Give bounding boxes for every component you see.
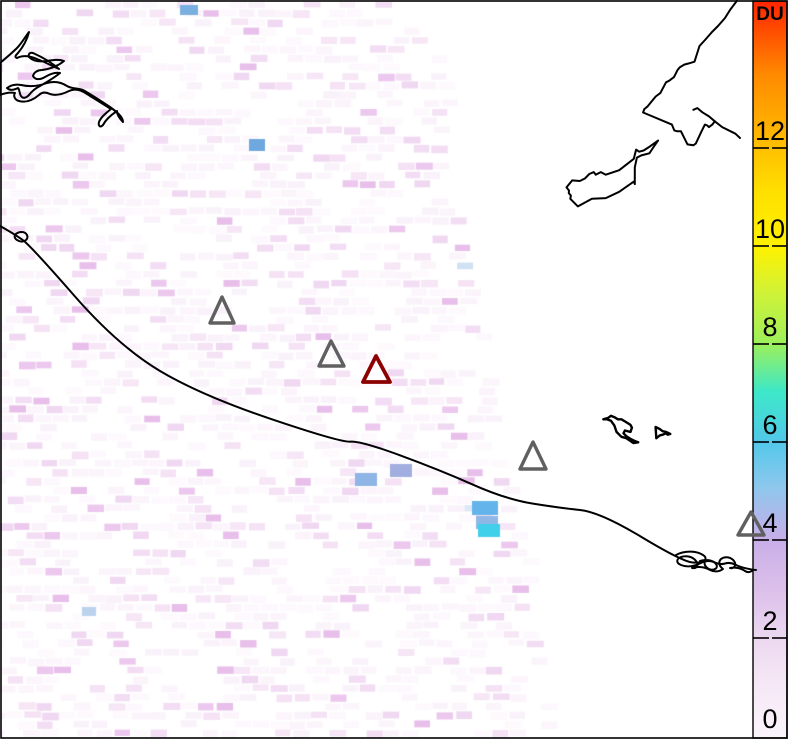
svg-text:0: 0 <box>762 704 777 734</box>
svg-text:12: 12 <box>755 116 785 146</box>
svg-text:DU: DU <box>756 4 783 25</box>
svg-text:8: 8 <box>762 312 777 342</box>
svg-text:6: 6 <box>762 410 777 440</box>
svg-text:10: 10 <box>755 214 785 244</box>
svg-text:2: 2 <box>762 606 777 636</box>
